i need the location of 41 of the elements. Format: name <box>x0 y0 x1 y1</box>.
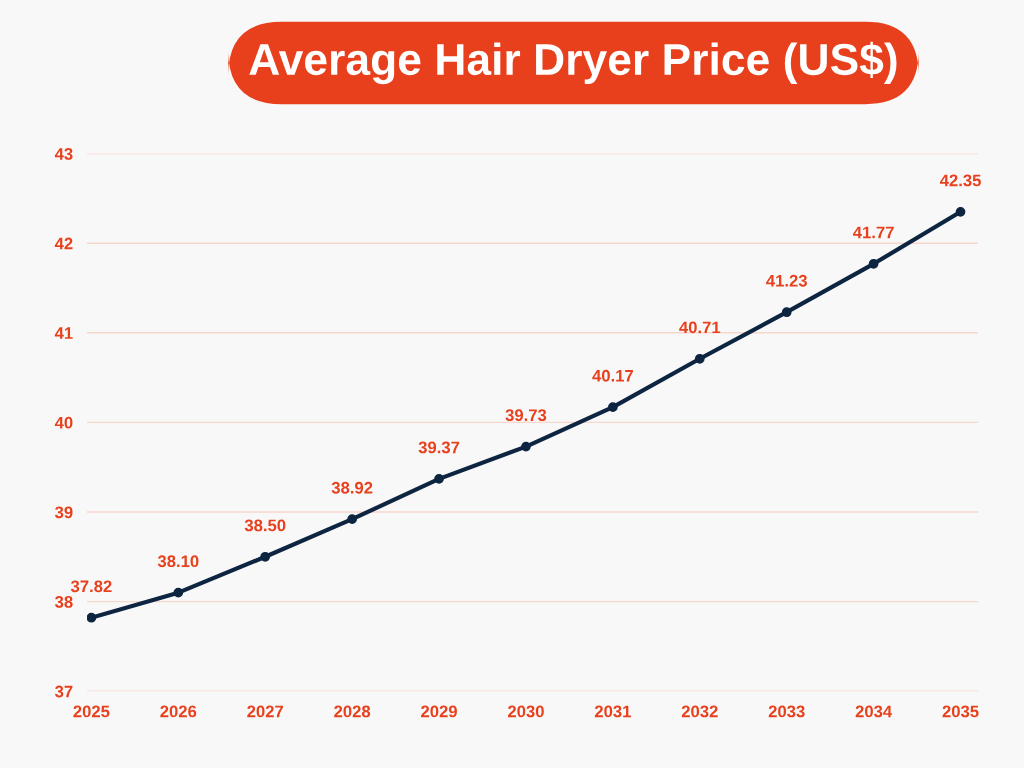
x-tick-label: 2032 <box>681 705 718 718</box>
y-tick-label: 37 <box>55 685 73 698</box>
point <box>781 307 792 318</box>
x-tick-label: 2030 <box>508 705 544 718</box>
y-tick-label: 43 <box>54 148 73 160</box>
y-tick-label: 42 <box>54 237 73 250</box>
data-label: 42.35 <box>939 174 981 187</box>
point <box>868 258 879 269</box>
data-label: 41.23 <box>766 274 807 287</box>
x-tick-label: 2026 <box>160 705 197 718</box>
data-label: 40.17 <box>592 369 633 382</box>
point <box>347 514 357 525</box>
point <box>434 473 444 484</box>
point <box>955 206 966 217</box>
data-label: 38.92 <box>331 481 373 494</box>
x-tick-label: 2027 <box>247 705 284 718</box>
x-tick-label: 2025 <box>73 705 110 718</box>
y-tick-label: 39 <box>55 506 73 519</box>
point <box>173 587 184 598</box>
x-tick-label: 2031 <box>594 705 631 718</box>
x-tick-label: 2028 <box>334 705 371 718</box>
data-label: 39.37 <box>418 441 460 454</box>
data-label: 38.50 <box>244 519 286 532</box>
point <box>521 441 531 452</box>
point <box>694 353 705 364</box>
data-label: 39.73 <box>505 409 547 422</box>
x-tick-label: 2034 <box>855 705 893 718</box>
data-label: 40.71 <box>679 321 721 334</box>
x-tick-label: 2033 <box>768 705 805 718</box>
y-tick-label: 41 <box>54 327 73 339</box>
x-tick-label: 2035 <box>942 705 979 718</box>
data-label: 37.82 <box>70 580 112 593</box>
chart-title: Average Hair Dryer Price (US$) <box>249 41 897 85</box>
y-tick-label: 38 <box>55 596 73 608</box>
data-label: 41.77 <box>853 226 894 239</box>
y-tick-label: 40 <box>54 416 73 429</box>
point <box>608 402 618 413</box>
point <box>87 612 97 623</box>
point <box>260 551 271 562</box>
data-label: 38.10 <box>157 555 199 568</box>
x-tick-label: 2029 <box>421 705 457 718</box>
